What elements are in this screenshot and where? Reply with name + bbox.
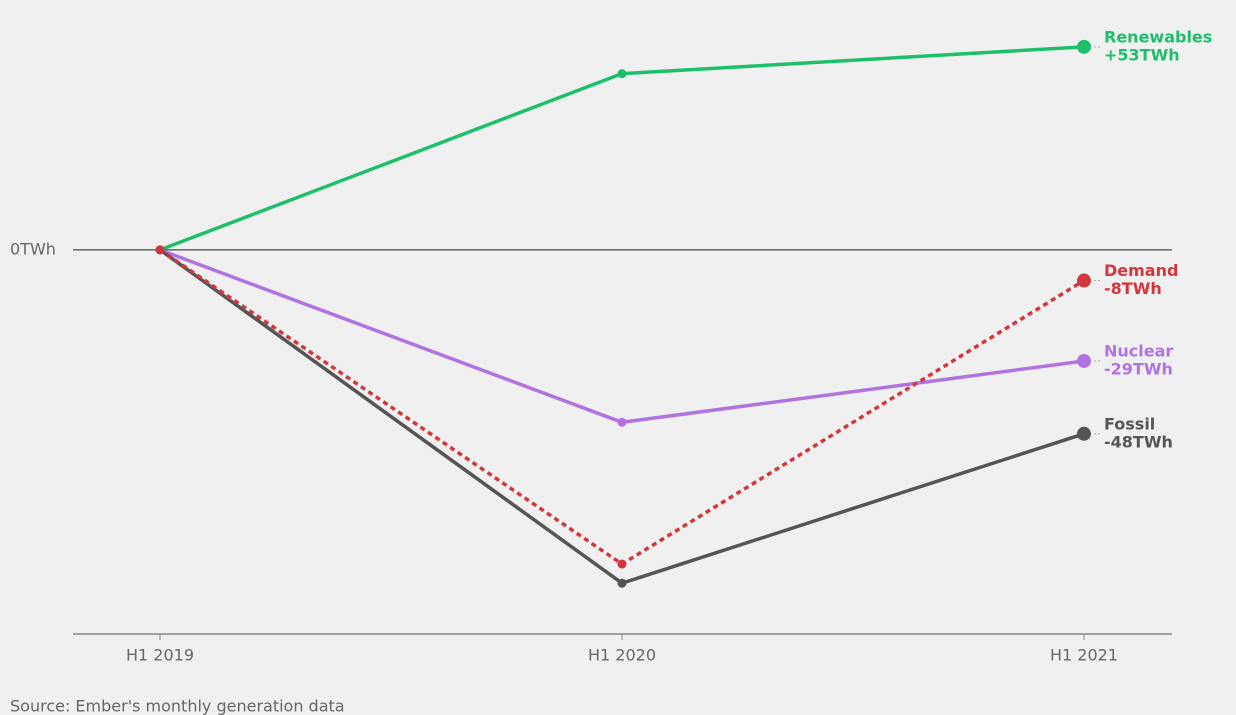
data-point bbox=[617, 578, 627, 588]
value-label: +53TWh bbox=[1104, 45, 1180, 64]
source-note: Source: Ember's monthly generation data bbox=[10, 697, 345, 715]
y-tick-label: 0TWh bbox=[10, 239, 56, 258]
x-tick-label: H1 2021 bbox=[1050, 646, 1118, 665]
data-point bbox=[617, 417, 627, 427]
data-point bbox=[617, 69, 627, 79]
series-name: Nuclear bbox=[1104, 341, 1173, 360]
x-tick-label: H1 2020 bbox=[588, 646, 656, 665]
data-point bbox=[1077, 39, 1091, 54]
data-point bbox=[1077, 273, 1091, 288]
data-point bbox=[1077, 426, 1091, 441]
series-line bbox=[159, 248, 1085, 567]
series-name: Renewables bbox=[1104, 27, 1212, 46]
data-point bbox=[1077, 353, 1091, 368]
series-name: Demand bbox=[1104, 261, 1178, 280]
value-label: -8TWh bbox=[1104, 279, 1162, 298]
series-line bbox=[159, 248, 1085, 425]
series-name: Fossil bbox=[1104, 414, 1155, 433]
x-tick-label: H1 2019 bbox=[126, 646, 194, 665]
data-point bbox=[617, 559, 627, 569]
data-point bbox=[155, 245, 165, 255]
value-label: -48TWh bbox=[1104, 432, 1173, 451]
value-label: -29TWh bbox=[1104, 359, 1173, 378]
